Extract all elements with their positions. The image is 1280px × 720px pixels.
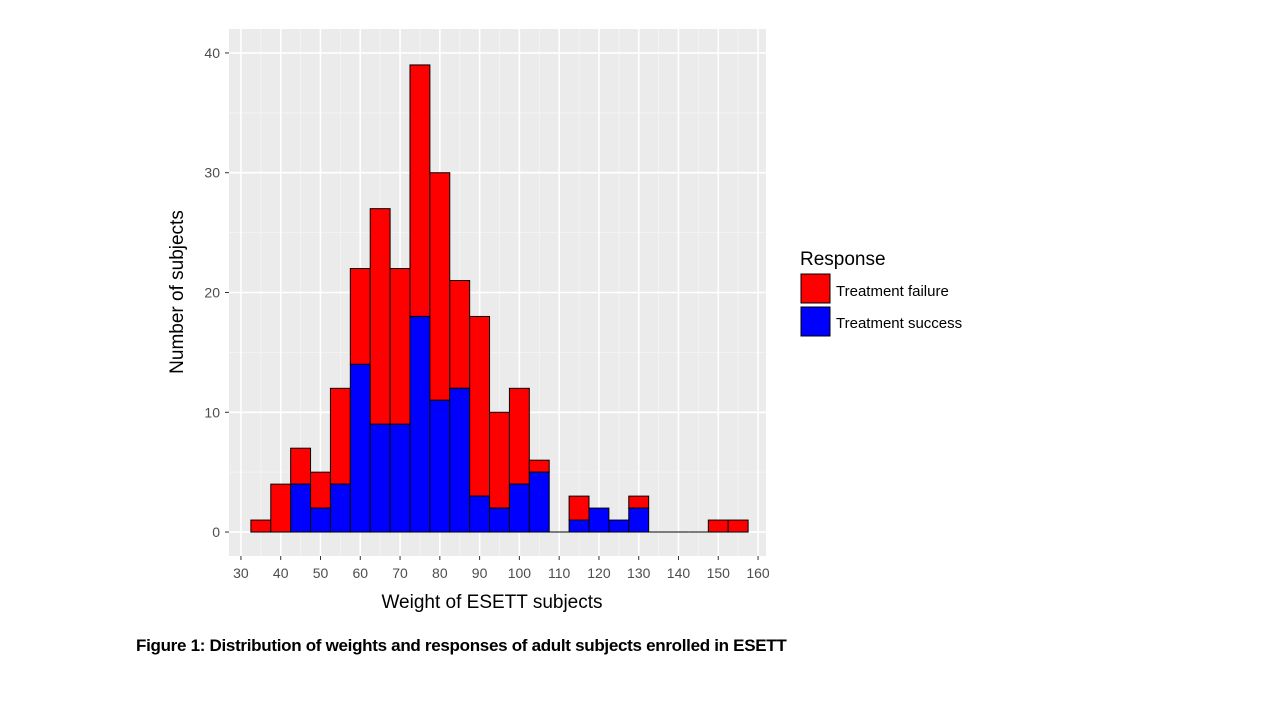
bar-treatment-success bbox=[310, 507, 331, 533]
bar-treatment-failure bbox=[528, 459, 550, 473]
bar-treatment-success bbox=[349, 363, 371, 533]
y-tick-label: 20 bbox=[204, 285, 220, 301]
x-tick-label: 40 bbox=[273, 565, 289, 581]
x-axis-title: Weight of ESETT subjects bbox=[381, 592, 602, 613]
bar-treatment-failure bbox=[449, 280, 471, 389]
bar-treatment-success bbox=[469, 495, 491, 533]
bar-treatment-failure bbox=[469, 315, 491, 497]
bar-treatment-failure bbox=[409, 64, 431, 317]
x-tick-label: 60 bbox=[352, 565, 368, 581]
x-tick-label: 130 bbox=[627, 565, 651, 581]
x-tick-label: 160 bbox=[746, 565, 770, 581]
x-tick-label: 100 bbox=[508, 565, 532, 581]
bar-treatment-success bbox=[489, 507, 510, 533]
x-tick-label: 70 bbox=[392, 565, 408, 581]
y-tick-label: 0 bbox=[212, 524, 220, 540]
bar-treatment-failure bbox=[310, 471, 331, 509]
x-tick-label: 120 bbox=[587, 565, 611, 581]
legend-key-success bbox=[800, 306, 831, 337]
bar-treatment-success bbox=[409, 315, 431, 533]
y-axis: 0 10 20 30 40 bbox=[204, 45, 229, 540]
x-tick-label: 90 bbox=[472, 565, 488, 581]
bar-treatment-failure bbox=[389, 268, 411, 425]
x-tick-label: 150 bbox=[707, 565, 731, 581]
bar-treatment-success bbox=[528, 471, 550, 533]
bar-treatment-failure bbox=[329, 387, 351, 485]
y-tick-label: 10 bbox=[204, 404, 220, 420]
bar-treatment-success bbox=[429, 399, 451, 533]
bar-treatment-success bbox=[508, 483, 530, 533]
bar-treatment-failure bbox=[508, 387, 530, 485]
legend-label-failure: Treatment failure bbox=[836, 283, 949, 300]
bar-treatment-failure bbox=[290, 447, 312, 485]
bar-treatment-failure bbox=[727, 519, 749, 533]
bar-treatment-failure bbox=[489, 411, 510, 509]
figure-caption: Figure 1: Distribution of weights and re… bbox=[136, 636, 787, 655]
bar-treatment-failure bbox=[270, 483, 292, 533]
x-tick-label: 50 bbox=[313, 565, 329, 581]
x-tick-label: 110 bbox=[548, 565, 571, 581]
bar-treatment-failure bbox=[568, 495, 590, 521]
legend-key-failure bbox=[800, 273, 831, 304]
bar-treatment-success bbox=[290, 483, 312, 533]
legend-title: Response bbox=[800, 249, 886, 270]
x-tick-label: 140 bbox=[667, 565, 691, 581]
y-tick-label: 30 bbox=[204, 165, 220, 181]
bar-treatment-success bbox=[588, 507, 610, 533]
x-tick-label: 30 bbox=[233, 565, 249, 581]
bar-treatment-failure bbox=[369, 208, 391, 425]
x-tick-label: 80 bbox=[432, 565, 448, 581]
x-axis: 30 40 50 60 70 80 90 100 110 120 130 140 150 160 bbox=[233, 556, 770, 581]
bar-treatment-failure bbox=[250, 519, 272, 533]
bars bbox=[250, 64, 749, 533]
bar-treatment-success bbox=[389, 423, 411, 533]
bar-treatment-failure bbox=[707, 519, 729, 533]
bar-treatment-success bbox=[628, 507, 650, 533]
bar-treatment-success bbox=[608, 519, 630, 533]
bar-treatment-success bbox=[568, 519, 590, 533]
bar-treatment-success bbox=[369, 423, 391, 533]
bar-treatment-success bbox=[449, 387, 471, 533]
bar-treatment-failure bbox=[349, 268, 371, 365]
bar-treatment-failure bbox=[628, 495, 650, 509]
legend-label-success: Treatment success bbox=[836, 315, 962, 332]
y-axis-title: Number of subjects bbox=[167, 210, 188, 374]
bar-treatment-failure bbox=[429, 172, 451, 401]
legend: Response Treatment failure Treatment suc… bbox=[800, 249, 962, 337]
y-tick-label: 40 bbox=[204, 45, 220, 61]
bar-treatment-success bbox=[329, 483, 351, 533]
